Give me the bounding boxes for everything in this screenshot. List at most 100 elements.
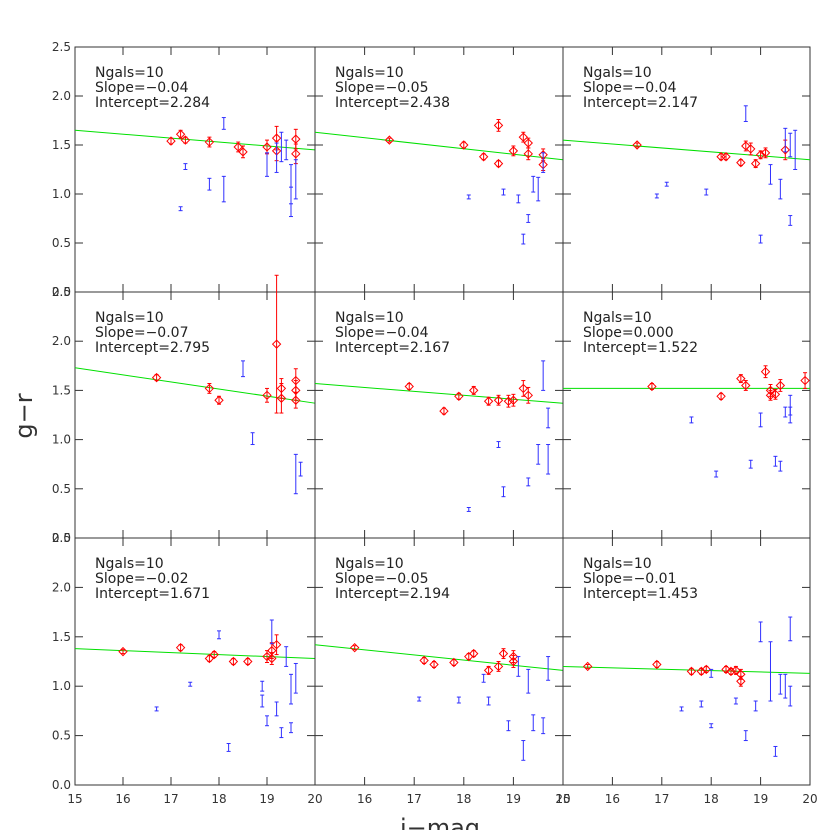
diamond-point bbox=[741, 141, 751, 151]
diamond-point bbox=[291, 395, 301, 405]
fit-line bbox=[74, 129, 316, 151]
y-tick-label: 1.5 bbox=[52, 138, 71, 152]
diamond-point bbox=[498, 648, 509, 659]
y-tick-label: 1.0 bbox=[52, 679, 71, 693]
diamond-point bbox=[204, 137, 215, 147]
x-tick-label: 19 bbox=[259, 792, 274, 806]
error-bar bbox=[274, 142, 279, 173]
error-bar bbox=[274, 274, 279, 414]
error-bar bbox=[679, 706, 684, 712]
error-bar bbox=[788, 132, 793, 158]
diamond-point bbox=[228, 656, 239, 667]
error-bar bbox=[526, 386, 531, 404]
error-bar bbox=[768, 641, 773, 702]
error-bar bbox=[521, 233, 526, 245]
y-tick-label: 1.0 bbox=[52, 187, 71, 201]
annotation: Slope=−0.01 bbox=[583, 571, 676, 587]
annotation: Slope=0.000 bbox=[583, 325, 674, 341]
error-bar bbox=[783, 127, 788, 153]
x-tick-label: 20 bbox=[555, 792, 570, 806]
error-bar bbox=[763, 147, 768, 159]
error-bar bbox=[496, 441, 501, 448]
y-tick-label: 2.5 bbox=[52, 531, 71, 545]
error-bar bbox=[546, 656, 551, 681]
error-bar bbox=[293, 159, 298, 200]
error-bar bbox=[501, 188, 506, 196]
diamond-point bbox=[483, 396, 494, 406]
diamond-point bbox=[493, 395, 504, 405]
error-bar bbox=[279, 131, 284, 163]
error-bar bbox=[289, 164, 293, 205]
diamond-point bbox=[204, 653, 215, 664]
diamond-point bbox=[404, 381, 414, 392]
error-bar bbox=[207, 177, 212, 191]
diamond-point bbox=[429, 659, 439, 670]
x-tick-label: 19 bbox=[753, 792, 768, 806]
error-bar bbox=[585, 663, 590, 669]
y-tick-label: 2.5 bbox=[52, 285, 71, 299]
annotation: Intercept=1.522 bbox=[583, 340, 698, 356]
x-tick-label: 15 bbox=[555, 792, 570, 806]
annotation: Ngals=10 bbox=[335, 556, 404, 572]
annotation: Ngals=10 bbox=[95, 65, 164, 81]
error-bar bbox=[536, 444, 541, 465]
diamond-point bbox=[175, 642, 186, 653]
error-bar bbox=[743, 105, 748, 122]
error-bar bbox=[758, 234, 763, 244]
error-bar bbox=[803, 372, 808, 389]
diamond-point bbox=[775, 380, 786, 391]
error-bar bbox=[269, 619, 274, 645]
error-bar bbox=[298, 461, 303, 477]
error-bar bbox=[788, 685, 793, 707]
error-bar bbox=[541, 152, 546, 173]
diamond-point bbox=[204, 383, 215, 394]
diamond-point bbox=[459, 140, 469, 150]
error-bar bbox=[260, 694, 265, 708]
fit-line bbox=[74, 648, 316, 660]
diamond-point bbox=[276, 393, 287, 403]
x-axis-label: i−mag bbox=[400, 814, 480, 830]
error-bar bbox=[221, 117, 226, 130]
error-bar bbox=[466, 194, 471, 200]
annotation: Slope=−0.05 bbox=[335, 80, 428, 96]
fit-line bbox=[314, 644, 564, 671]
error-bar bbox=[496, 394, 501, 406]
diamond-point bbox=[721, 152, 731, 162]
y-tick-label: 0.5 bbox=[52, 482, 71, 496]
error-bar bbox=[217, 630, 221, 640]
error-bar bbox=[183, 163, 188, 170]
annotation: Ngals=10 bbox=[583, 310, 652, 326]
diamond-point bbox=[262, 651, 272, 662]
fit-line bbox=[74, 367, 316, 404]
diamond-point bbox=[701, 664, 711, 675]
annotation: Intercept=2.147 bbox=[583, 95, 698, 111]
diamond-point bbox=[750, 158, 761, 169]
diamond-point bbox=[523, 390, 533, 401]
diamond-point bbox=[166, 136, 176, 146]
diamond-point bbox=[469, 648, 479, 659]
diamond-point bbox=[760, 366, 771, 377]
diamond-point bbox=[736, 676, 746, 686]
diamond-point bbox=[267, 653, 277, 664]
error-bar bbox=[466, 506, 471, 512]
diamond-point bbox=[262, 390, 272, 401]
diamond-point bbox=[647, 381, 657, 392]
x-tick-label: 16 bbox=[605, 792, 620, 806]
diamond-point bbox=[214, 395, 224, 405]
y-tick-label: 1.5 bbox=[52, 383, 71, 397]
x-tick-label: 16 bbox=[115, 792, 130, 806]
error-bar bbox=[279, 378, 284, 399]
error-bar bbox=[783, 673, 788, 699]
plot-frame bbox=[562, 537, 811, 786]
annotation: Slope=−0.05 bbox=[335, 571, 428, 587]
error-bar bbox=[541, 717, 546, 735]
annotation: Ngals=10 bbox=[583, 556, 652, 572]
error-bar bbox=[654, 193, 659, 199]
diamond-point bbox=[243, 656, 253, 667]
annotation: Slope=−0.02 bbox=[95, 571, 188, 587]
error-bar bbox=[699, 700, 704, 708]
error-bar bbox=[289, 722, 293, 734]
diamond-point bbox=[508, 395, 519, 405]
x-tick-label: 17 bbox=[163, 792, 178, 806]
error-bar bbox=[293, 662, 298, 694]
